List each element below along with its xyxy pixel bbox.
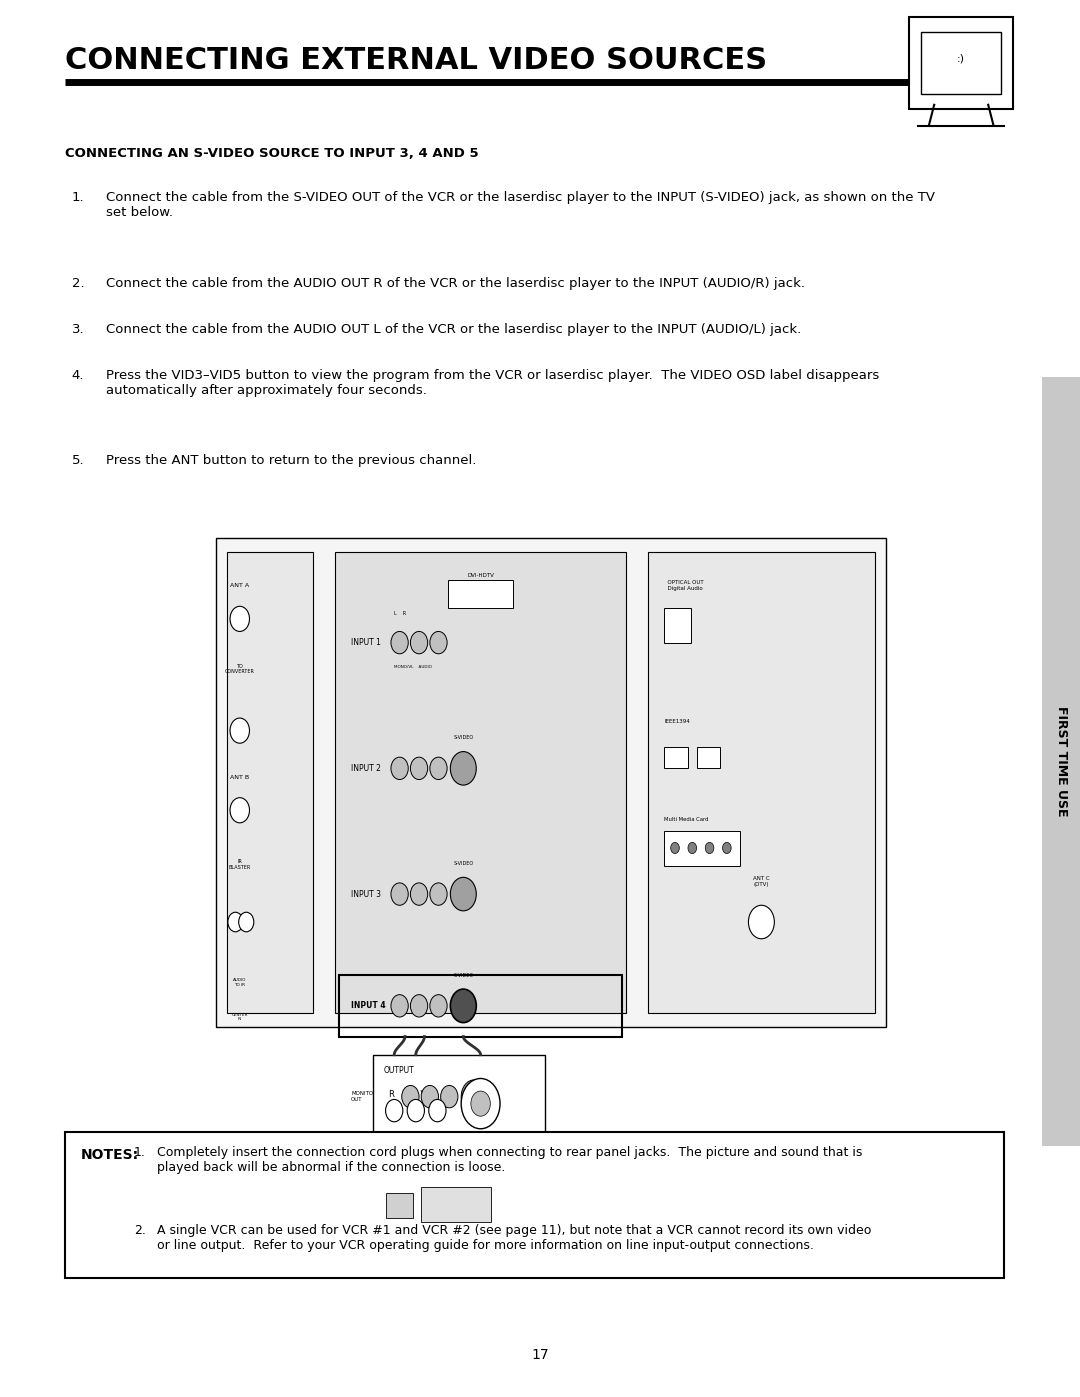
Circle shape bbox=[410, 631, 428, 654]
Bar bbox=[65, 1132, 1004, 1278]
Circle shape bbox=[391, 631, 408, 654]
Text: S-VIDEO: S-VIDEO bbox=[454, 735, 473, 740]
Bar bbox=[648, 552, 875, 1013]
Text: INPUT 2: INPUT 2 bbox=[351, 764, 381, 773]
FancyBboxPatch shape bbox=[1042, 377, 1080, 1146]
Circle shape bbox=[391, 995, 408, 1017]
Text: VCR: VCR bbox=[444, 1248, 463, 1257]
Circle shape bbox=[402, 1085, 419, 1108]
Text: IR
BLASTER: IR BLASTER bbox=[229, 859, 251, 870]
Circle shape bbox=[230, 798, 249, 823]
Text: 2.: 2. bbox=[134, 1224, 146, 1236]
Text: 1.: 1. bbox=[134, 1146, 146, 1158]
Text: 17: 17 bbox=[531, 1348, 549, 1362]
Bar bbox=[448, 580, 513, 608]
Text: FIRST TIME USE: FIRST TIME USE bbox=[1054, 705, 1068, 817]
Circle shape bbox=[239, 912, 254, 932]
Circle shape bbox=[471, 1091, 490, 1116]
Text: Multi Media Card: Multi Media Card bbox=[664, 817, 708, 823]
Circle shape bbox=[450, 989, 476, 1023]
Bar bbox=[227, 552, 313, 1013]
Circle shape bbox=[230, 718, 249, 743]
Text: +: + bbox=[237, 616, 243, 622]
Text: CONNECTING EXTERNAL VIDEO SOURCES: CONNECTING EXTERNAL VIDEO SOURCES bbox=[65, 46, 767, 75]
Text: ANT B: ANT B bbox=[230, 775, 249, 781]
Circle shape bbox=[450, 877, 476, 911]
FancyBboxPatch shape bbox=[921, 32, 1001, 94]
Circle shape bbox=[748, 905, 774, 939]
Text: DVI-HDTV: DVI-HDTV bbox=[468, 573, 494, 578]
Text: INPUT 1: INPUT 1 bbox=[351, 638, 381, 647]
Circle shape bbox=[410, 995, 428, 1017]
Text: OPTICAL OUT
  Digital Audio: OPTICAL OUT Digital Audio bbox=[664, 580, 704, 591]
Text: R    L    V: R L V bbox=[389, 1090, 426, 1098]
Text: :): :) bbox=[957, 53, 966, 64]
Text: MONITOR
OUT: MONITOR OUT bbox=[351, 1091, 377, 1102]
Circle shape bbox=[421, 1085, 438, 1108]
Bar bbox=[697, 747, 720, 768]
Circle shape bbox=[688, 842, 697, 854]
Circle shape bbox=[391, 757, 408, 780]
Text: S-VIDEO: S-VIDEO bbox=[454, 861, 473, 866]
Text: L    R: L R bbox=[394, 610, 406, 616]
Circle shape bbox=[430, 757, 447, 780]
Circle shape bbox=[410, 757, 428, 780]
Text: 1.: 1. bbox=[71, 191, 84, 204]
FancyBboxPatch shape bbox=[909, 17, 1013, 109]
Bar bbox=[386, 1193, 413, 1218]
Circle shape bbox=[410, 883, 428, 905]
Text: AUDIO
TO IR: AUDIO TO IR bbox=[233, 978, 246, 986]
Circle shape bbox=[407, 1099, 424, 1122]
Circle shape bbox=[230, 606, 249, 631]
Text: 3.: 3. bbox=[71, 323, 84, 335]
Circle shape bbox=[430, 631, 447, 654]
Text: TO
CONVERTER: TO CONVERTER bbox=[225, 664, 255, 675]
Bar bbox=[664, 608, 691, 643]
Bar bbox=[664, 831, 740, 866]
Circle shape bbox=[461, 1080, 487, 1113]
Text: S-VIDEO: S-VIDEO bbox=[468, 1134, 494, 1140]
Text: MONO/VL    AUDIO: MONO/VL AUDIO bbox=[394, 665, 432, 669]
Circle shape bbox=[450, 752, 476, 785]
Text: NOTES:: NOTES: bbox=[81, 1148, 139, 1162]
Text: Press the ANT button to return to the previous channel.: Press the ANT button to return to the pr… bbox=[106, 454, 476, 467]
Bar bbox=[664, 747, 688, 768]
Text: Connect the cable from the AUDIO OUT L of the VCR or the laserdisc player to the: Connect the cable from the AUDIO OUT L o… bbox=[106, 323, 801, 335]
Text: INPUT 3: INPUT 3 bbox=[351, 890, 381, 898]
Circle shape bbox=[430, 995, 447, 1017]
Text: A single VCR can be used for VCR #1 and VCR #2 (see page 11), but note that a VC: A single VCR can be used for VCR #1 and … bbox=[157, 1224, 870, 1252]
Text: CENTER
IN: CENTER IN bbox=[231, 1013, 248, 1021]
Text: CONNECTING AN S-VIDEO SOURCE TO INPUT 3, 4 AND 5: CONNECTING AN S-VIDEO SOURCE TO INPUT 3,… bbox=[65, 147, 478, 159]
Text: 2.: 2. bbox=[71, 277, 84, 289]
Text: ANT A: ANT A bbox=[230, 583, 249, 588]
Circle shape bbox=[391, 883, 408, 905]
Circle shape bbox=[705, 842, 714, 854]
Text: 4.: 4. bbox=[71, 369, 84, 381]
Text: IEEE1394: IEEE1394 bbox=[664, 719, 690, 725]
Text: Press the VID3–VID5 button to view the program from the VCR or laserdisc player.: Press the VID3–VID5 button to view the p… bbox=[106, 369, 879, 397]
Text: Connect the cable from the S-VIDEO OUT of the VCR or the laserdisc player to the: Connect the cable from the S-VIDEO OUT o… bbox=[106, 191, 935, 219]
Text: S-VIDEO: S-VIDEO bbox=[464, 1065, 484, 1070]
Text: INPUT 4: INPUT 4 bbox=[351, 1002, 386, 1010]
Text: ANT C
(DTV): ANT C (DTV) bbox=[753, 876, 770, 887]
FancyBboxPatch shape bbox=[367, 1160, 540, 1243]
Circle shape bbox=[228, 912, 243, 932]
Bar bbox=[216, 538, 886, 1027]
Circle shape bbox=[386, 1099, 403, 1122]
Circle shape bbox=[430, 883, 447, 905]
Circle shape bbox=[461, 1078, 500, 1129]
Text: S-VIDEO: S-VIDEO bbox=[454, 972, 473, 978]
Circle shape bbox=[429, 1099, 446, 1122]
Bar bbox=[335, 552, 626, 1013]
Bar bbox=[339, 975, 622, 1037]
Text: OUTPUT: OUTPUT bbox=[383, 1066, 414, 1074]
Text: 5.: 5. bbox=[71, 454, 84, 467]
Text: Completely insert the connection cord plugs when connecting to rear panel jacks.: Completely insert the connection cord pl… bbox=[157, 1146, 862, 1173]
Bar bbox=[373, 1055, 545, 1139]
Text: Connect the cable from the AUDIO OUT R of the VCR or the laserdisc player to the: Connect the cable from the AUDIO OUT R o… bbox=[106, 277, 805, 289]
Circle shape bbox=[723, 842, 731, 854]
Circle shape bbox=[441, 1085, 458, 1108]
Bar bbox=[421, 1187, 491, 1222]
Circle shape bbox=[671, 842, 679, 854]
